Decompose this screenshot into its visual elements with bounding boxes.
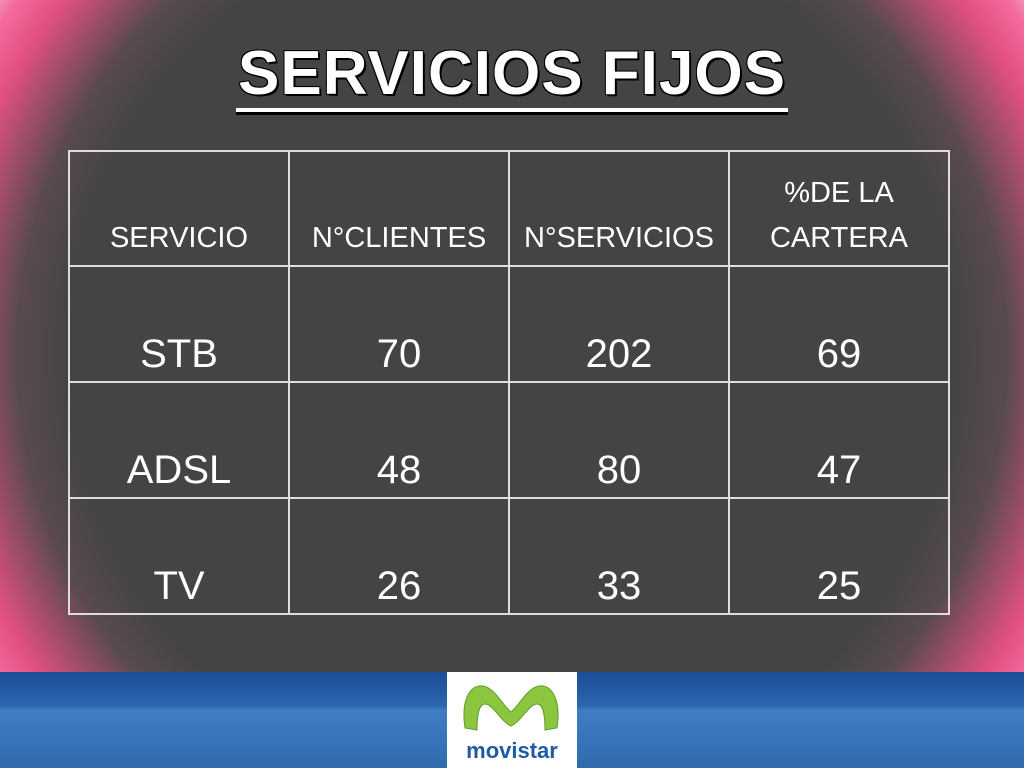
table-cell: 47 [728, 381, 950, 499]
table-cell: 26 [288, 497, 510, 615]
header-cell: N°CLIENTES [288, 150, 510, 267]
table-cell: 202 [508, 265, 730, 383]
header-cell: N°SERVICIOS [508, 150, 730, 267]
table: SERVICIO N°CLIENTES N°SERVICIOS %DE LA C… [68, 150, 950, 615]
table-cell: 48 [288, 381, 510, 499]
logo-text: movistar [466, 738, 558, 763]
table-cell: 80 [508, 381, 730, 499]
table-cell: 69 [728, 265, 950, 383]
logo-mark [463, 685, 559, 731]
title: SERVICIOS FIJOS [0, 38, 1024, 112]
table-cell: TV [68, 497, 290, 615]
table-cell: 70 [288, 265, 510, 383]
table-row: STB 70 202 69 [68, 265, 950, 383]
table-cell: 25 [728, 497, 950, 615]
table-cell: STB [68, 265, 290, 383]
title-text: SERVICIOS FIJOS [236, 39, 788, 112]
header-row: SERVICIO N°CLIENTES N°SERVICIOS %DE LA C… [68, 150, 950, 267]
header-cell: %DE LA CARTERA [728, 150, 950, 267]
table-row: TV 26 33 25 [68, 497, 950, 615]
table-row: ADSL 48 80 47 [68, 381, 950, 499]
header-cell: SERVICIO [68, 150, 290, 267]
table-cell: ADSL [68, 381, 290, 499]
logo: movistar [447, 672, 577, 768]
table-cell: 33 [508, 497, 730, 615]
